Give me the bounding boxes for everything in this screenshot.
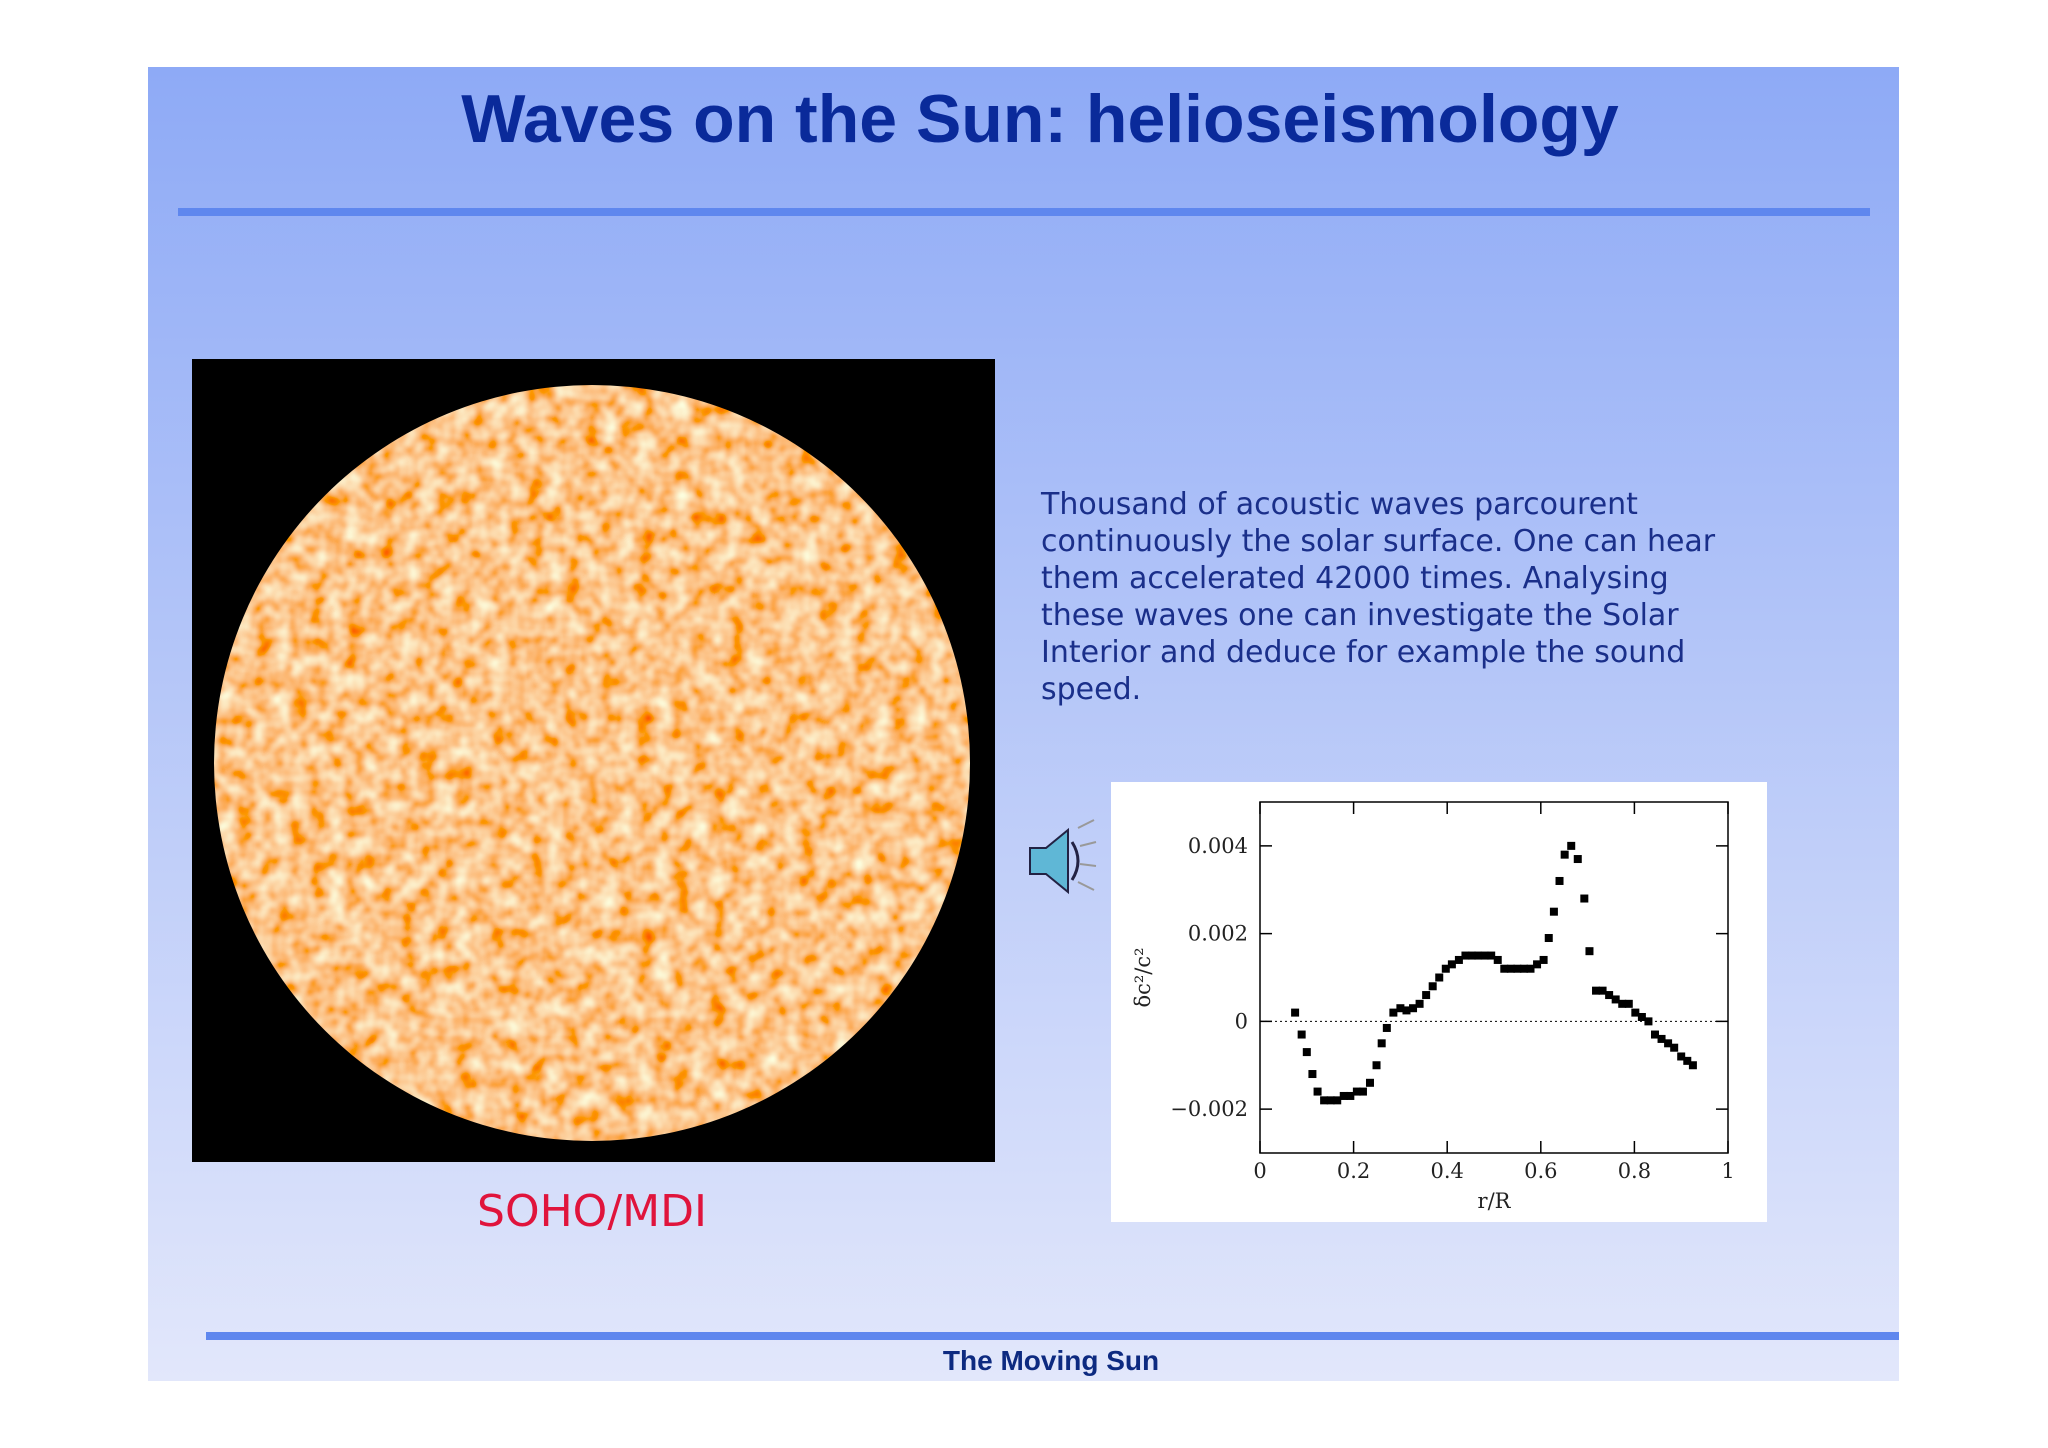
data-point [1664,1039,1673,1048]
data-point [1560,850,1569,859]
data-point [1580,894,1589,903]
data-point [1415,999,1424,1008]
data-point [1447,960,1456,969]
chart-panel [1111,782,1767,1222]
data-point [1377,1039,1386,1048]
description-line: Interior and deduce for example the soun… [1041,635,1685,670]
data-point [1365,1078,1374,1087]
data-point [1428,982,1437,991]
data-point [1346,1091,1355,1100]
data-point [1631,1008,1640,1017]
footer-text: The Moving Sun [943,1345,1159,1376]
data-point [1683,1056,1692,1065]
data-point [1333,1096,1342,1105]
data-point [1461,951,1470,960]
description: Thousand of acoustic waves parcourentcon… [1040,487,1716,707]
data-point [1644,1017,1653,1026]
data-point [1313,1087,1322,1096]
description-line: continuously the solar surface. One can … [1041,524,1716,559]
data-point [1526,964,1535,973]
data-point [1500,964,1509,973]
description-line: Thousand of acoustic waves parcourent [1040,487,1638,522]
description-line: them accelerated 42000 times. Analysing [1041,561,1669,596]
data-point [1618,999,1627,1008]
data-point [1585,947,1594,956]
y-axis-label: δc²/c² [1131,947,1155,1007]
data-point [1422,991,1431,1000]
data-point [1372,1061,1381,1070]
data-point [1468,951,1477,960]
data-point [1605,991,1614,1000]
data-point [1382,1023,1391,1032]
title-rule [178,208,1870,216]
x-axis-label: r/R [1478,1189,1512,1213]
data-point [1326,1096,1335,1105]
description-line: speed. [1041,672,1141,707]
data-point [1389,1008,1398,1017]
x-tick-label: 0 [1253,1159,1266,1183]
data-point [1539,955,1548,964]
sun-granulation [214,385,970,1141]
data-point [1567,841,1576,850]
data-point [1549,907,1558,916]
description-line: these waves one can investigate the Sola… [1041,598,1679,633]
data-point [1308,1070,1317,1079]
data-point [1688,1061,1697,1070]
data-point [1493,955,1502,964]
data-point [1396,1004,1405,1013]
image-caption: SOHO/MDI [477,1186,707,1237]
data-point [1624,999,1633,1008]
y-tick-label: 0 [1235,1009,1248,1033]
data-point [1506,964,1515,973]
chart: 0 0.2 0.4 0.6 0.8 1 −0.002 0 0.002 0.004 r/R δc²/c² [1131,801,1735,1213]
data-point [1302,1048,1311,1057]
data-point [1657,1034,1666,1043]
x-tick-label: 0.2 [1337,1159,1370,1183]
footer-rule [206,1332,1899,1340]
data-point [1474,951,1483,960]
data-point [1487,951,1496,960]
data-point [1573,855,1582,864]
data-point [1339,1091,1348,1100]
data-point [1513,964,1522,973]
x-tick-label: 0.8 [1618,1159,1651,1183]
data-point [1650,1030,1659,1039]
data-point [1677,1052,1686,1061]
data-point [1320,1096,1329,1105]
data-point [1291,1008,1300,1017]
plot-frame [1259,801,1729,1154]
data-point [1598,986,1607,995]
data-point [1555,876,1564,885]
data-point [1352,1087,1361,1096]
data-point [1611,995,1620,1004]
slide-title: Waves on the Sun: helioseismology [461,81,1619,157]
data-point [1402,1006,1411,1015]
data-point [1454,955,1463,964]
sun-image [214,385,970,1141]
data-point [1441,964,1450,973]
data-point [1592,986,1601,995]
y-tick-label: 0.002 [1188,922,1248,946]
y-tick-label: −0.002 [1170,1097,1248,1121]
data-point [1533,960,1542,969]
data-point [1435,973,1444,982]
data-point [1670,1043,1679,1052]
speaker-icon[interactable] [1029,819,1097,895]
data-point [1358,1087,1367,1096]
x-tick-label: 0.4 [1430,1159,1463,1183]
data-point [1480,951,1489,960]
data-point [1637,1012,1646,1021]
data-point [1519,964,1528,973]
data-point [1297,1030,1306,1039]
x-tick-label: 1 [1721,1159,1734,1183]
y-tick-label: 0.004 [1188,834,1248,858]
x-tick-label: 0.6 [1524,1159,1557,1183]
data-point [1544,934,1553,943]
data-point [1409,1004,1418,1013]
